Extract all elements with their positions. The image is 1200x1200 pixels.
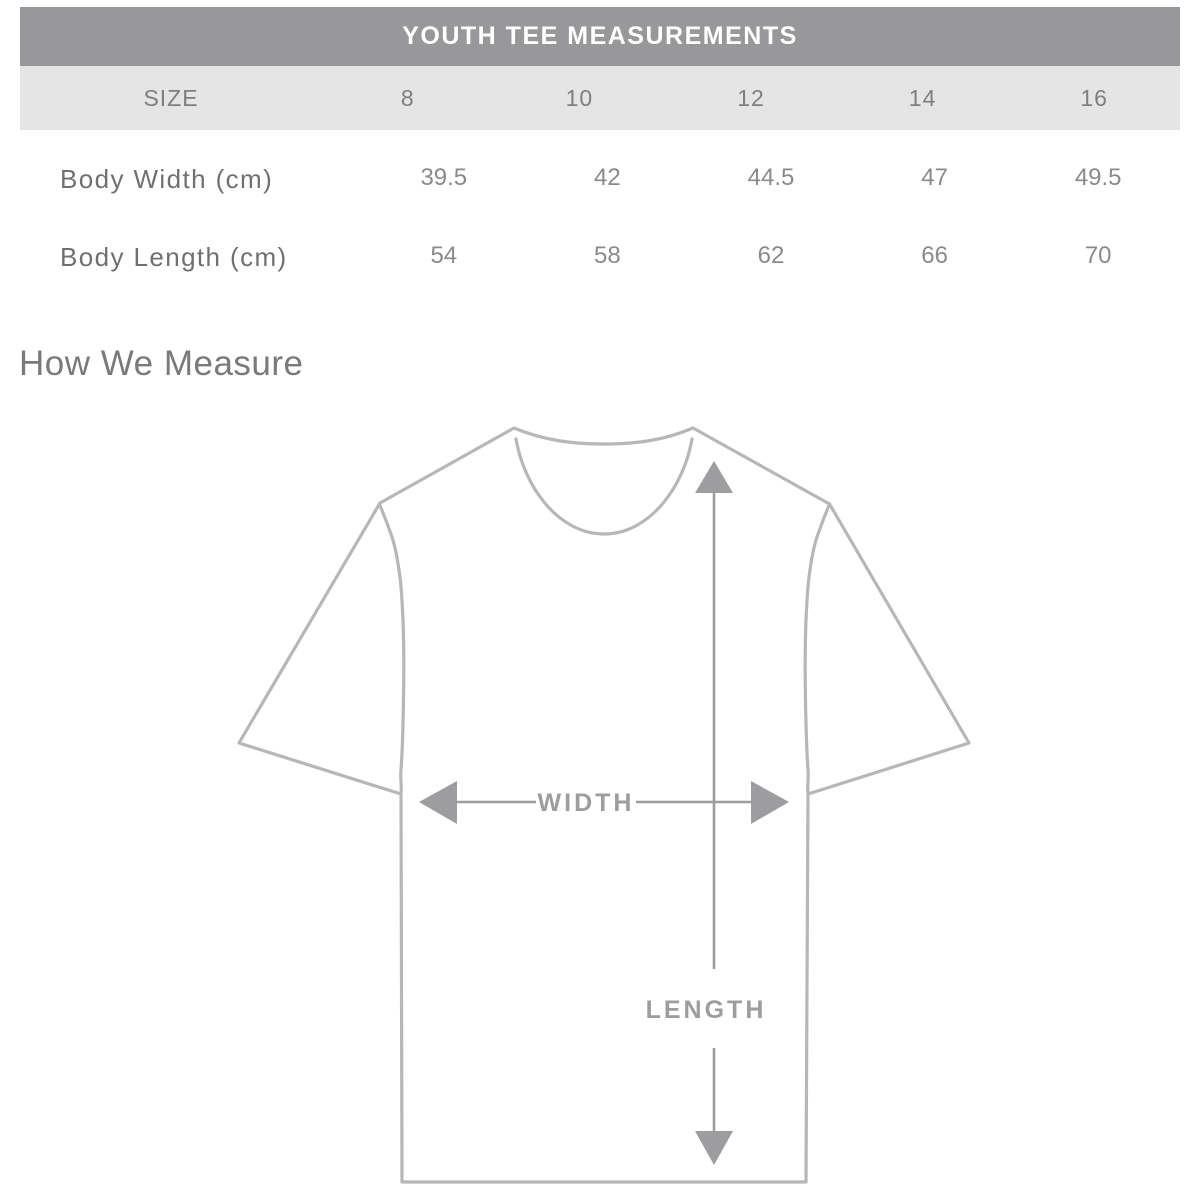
- svg-text:WIDTH: WIDTH: [538, 789, 635, 817]
- svg-text:LENGTH: LENGTH: [646, 996, 767, 1024]
